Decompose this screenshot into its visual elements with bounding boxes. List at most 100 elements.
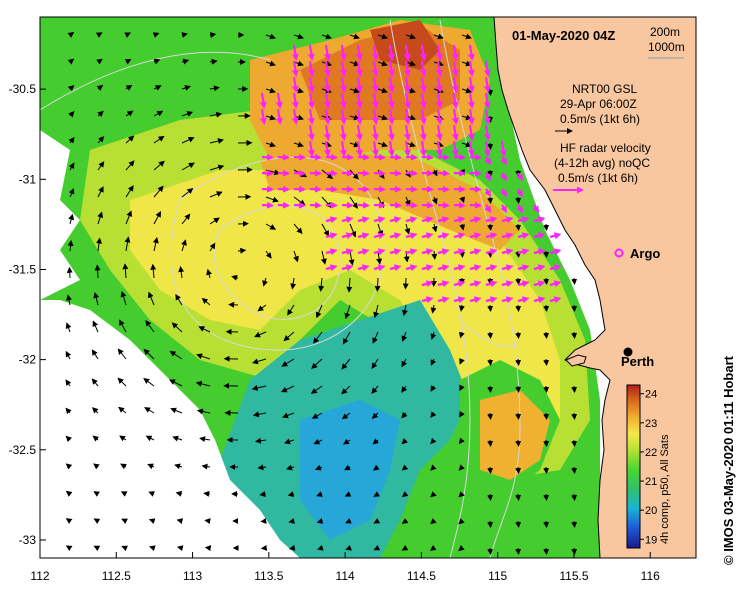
gsl-velocity-arrow [543,277,550,285]
hf-velocity-arrow [389,153,402,161]
y-tick-label: -32 [19,353,37,367]
gsl-velocity-arrow [209,164,225,171]
gsl-velocity-arrow [461,33,472,40]
gsl-velocity-arrow [68,136,75,144]
hf-velocity-arrow [357,185,370,193]
gsl-velocity-arrow [170,407,183,414]
gsl-velocity-arrow [401,438,408,445]
gsl-velocity-arrow [65,463,73,470]
gsl-velocity-arrow [431,169,438,177]
hf-velocity-arrow [517,280,530,288]
hf-velocity-arrow [371,60,379,77]
gsl-velocity-arrow [287,491,295,498]
gsl-velocity-arrow [259,491,267,498]
gsl-velocity-arrow [65,379,72,387]
hf-velocity-arrow [419,108,427,125]
hf-velocity-arrow [421,153,434,161]
colorbar-ticks: 24 23 22 21 20 19 [640,389,657,546]
hf-velocity-arrow [371,140,379,157]
gsl-velocity-arrow [372,464,380,471]
hf-velocity-arrow [421,232,434,240]
hf-velocity-arrow [405,169,418,177]
hf-velocity-arrow [549,248,562,256]
hf-velocity-arrow [323,124,331,141]
hf-velocity-arrow [437,232,450,240]
hf-velocity-arrow [453,248,466,256]
hf-velocity-arrow [421,264,434,272]
hf-velocity-arrow [453,264,466,272]
gsl-velocity-arrow [459,358,465,365]
hf-velocity-arrow [339,124,347,141]
gsl-velocity-arrow [571,331,578,339]
hf-velocity-arrow [341,153,354,161]
hf-velocity-arrow [403,124,411,141]
gsl-velocity-arrow [153,160,165,171]
gsl-velocity-arrow [67,239,74,252]
gsl-velocity-arrow [377,141,388,148]
gsl-velocity-arrow [120,290,127,306]
gsl-velocity-arrow [487,412,494,420]
hf-velocity-arrow [405,185,418,193]
hf-velocity-arrow [357,169,370,177]
hf-velocity-arrow [373,264,386,272]
gsl-velocity-arrow [181,111,194,117]
credit-label: © IMOS 03-May-2020 01:11 Hobart [721,355,736,565]
colorbar [626,384,641,549]
gsl-velocity-arrow [404,196,411,207]
gsl-velocity-arrow [310,385,323,394]
hf-velocity-arrow [469,232,482,240]
hf-velocity-arrow [277,201,290,209]
gsl-velocity-arrow [487,520,494,528]
hf-velocity-arrow [453,296,466,304]
gsl-velocity-arrow [265,60,276,67]
hf-velocity-arrow [261,201,274,209]
gsl-velocity-arrow [153,135,165,144]
hf-velocity-arrow [451,108,459,125]
gsl-velocity-arrow [459,384,465,392]
gsl-velocity-arrow [97,161,105,171]
gsl-velocity-arrow [316,491,323,497]
hf-velocity-arrow [485,216,498,224]
gsl-velocity-arrow [487,547,494,555]
gsl-velocity-arrow [401,464,409,471]
hf-velocity-arrow [483,108,491,125]
hf-velocity-arrow [532,204,540,214]
hf-velocity-arrow [371,76,379,93]
hf-velocity-arrow [437,280,450,288]
gsl-velocity-arrow [153,110,164,117]
gsl-velocity-arrow [461,141,472,148]
hf-legend-scale: 0.5m/s (1kt 6h) [558,171,638,185]
gsl-velocity-arrow [543,358,550,366]
gsl-velocity-arrow [571,547,578,555]
gsl-velocity-arrow [404,223,411,235]
hf-velocity-arrow [467,44,475,61]
gsl-velocity-arrow [487,466,494,474]
hf-velocity-arrow [341,232,354,240]
gsl-velocity-arrow [515,466,522,474]
hf-velocity-arrow [451,44,459,61]
hf-velocity-arrow [517,232,530,240]
gsl-velocity-arrow [209,58,218,65]
gsl-velocity-arrow [288,518,295,524]
hf-velocity-arrow [421,280,434,288]
gsl-velocity-arrow [286,464,295,471]
hf-velocity-arrow [277,153,290,161]
hf-velocity-arrow [277,185,290,193]
gsl-velocity-arrow [515,412,522,420]
hf-velocity-arrow [373,232,386,240]
hf-velocity-arrow [419,44,427,61]
gsl-velocity-arrow [349,223,357,238]
gsl-velocity-arrow [117,377,127,387]
gsl-velocity-arrow [430,358,437,366]
gsl-velocity-arrow [401,411,408,419]
gsl-velocity-arrow [148,491,155,497]
hf-velocity-arrow [501,280,514,288]
map-border [39,16,697,559]
gsl-velocity-arrow [175,490,183,497]
colorbar-tick-label: 22 [645,447,657,459]
gsl-velocity-arrow [344,491,352,497]
hf-velocity-arrow [357,264,370,272]
hf-velocity-arrow [341,248,354,256]
gsl-velocity-arrow [280,385,295,393]
